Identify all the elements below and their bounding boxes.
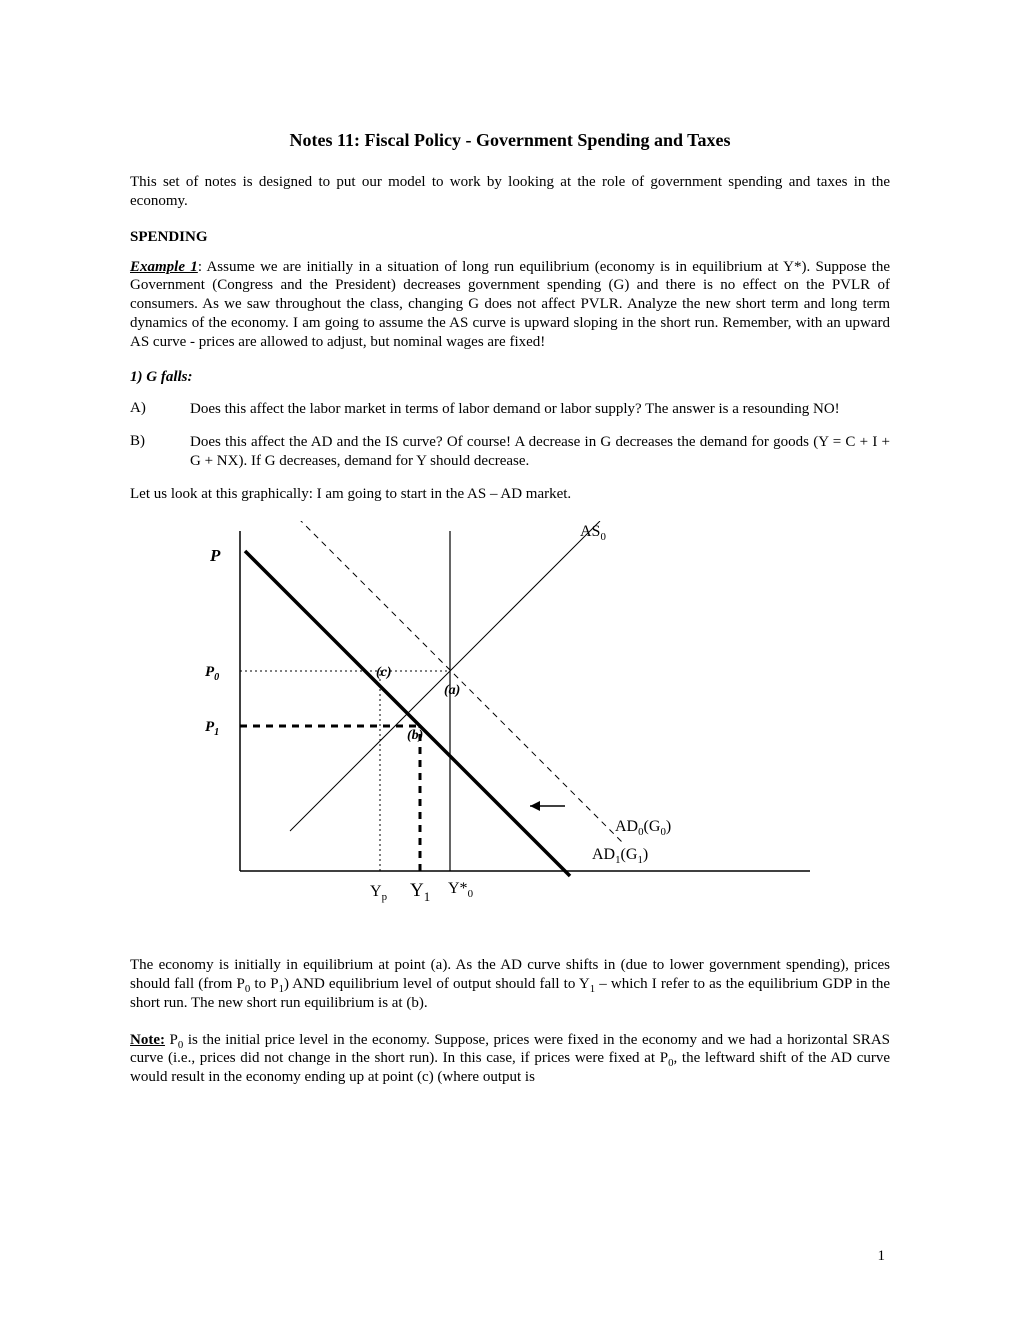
svg-text:(a): (a): [444, 683, 460, 698]
example-paragraph: Example 1: Assume we are initially in a …: [130, 258, 890, 352]
svg-text:P: P: [209, 546, 221, 565]
intro-paragraph: This set of notes is designed to put our…: [130, 173, 890, 211]
list-body-a: Does this affect the labor market in ter…: [190, 400, 890, 419]
svg-text:AD1(G1): AD1(G1): [592, 846, 648, 866]
chart-svg: P P0 P1 (a) (b) (c) AS0 AD0(G0) AD1(G1) Yp Y1 Y*0: [180, 521, 830, 921]
svg-text:Y1: Y1: [410, 880, 430, 904]
svg-text:AS0: AS0: [580, 523, 606, 543]
document-page: Notes 11: Fiscal Policy - Government Spe…: [0, 0, 1020, 1320]
list-item-a: A) Does this affect the labor market in …: [130, 400, 890, 419]
svg-text:AD0(G0): AD0(G0): [615, 818, 671, 838]
after-graph-para: The economy is initially in equilibrium …: [130, 956, 890, 1012]
svg-text:P0: P0: [205, 664, 219, 683]
svg-text:Yp: Yp: [370, 883, 388, 903]
list-body-b: Does this affect the AD and the IS curve…: [190, 433, 890, 471]
svg-text:P1: P1: [205, 719, 219, 738]
svg-text:Y*0: Y*0: [448, 880, 474, 900]
example-label: Example 1: [130, 259, 198, 275]
list-label-b: B): [130, 433, 190, 471]
svg-text:(c): (c): [376, 665, 392, 680]
graph-intro: Let us look at this graphically: I am go…: [130, 485, 890, 504]
g-falls-heading: 1) G falls:: [130, 369, 890, 386]
page-number: 1: [878, 1248, 886, 1265]
page-title: Notes 11: Fiscal Policy - Government Spe…: [130, 130, 890, 151]
as-ad-chart: P P0 P1 (a) (b) (c) AS0 AD0(G0) AD1(G1) Yp Y1 Y*0: [180, 521, 890, 926]
section-heading: SPENDING: [130, 229, 890, 246]
example-body: : Assume we are initially in a situation…: [130, 259, 890, 350]
list-label-a: A): [130, 400, 190, 419]
list-item-b: B) Does this affect the AD and the IS cu…: [130, 433, 890, 471]
svg-text:(b): (b): [407, 728, 423, 743]
note-label: Note:: [130, 1032, 165, 1048]
note-para: Note: P0 is the initial price level in t…: [130, 1031, 890, 1087]
